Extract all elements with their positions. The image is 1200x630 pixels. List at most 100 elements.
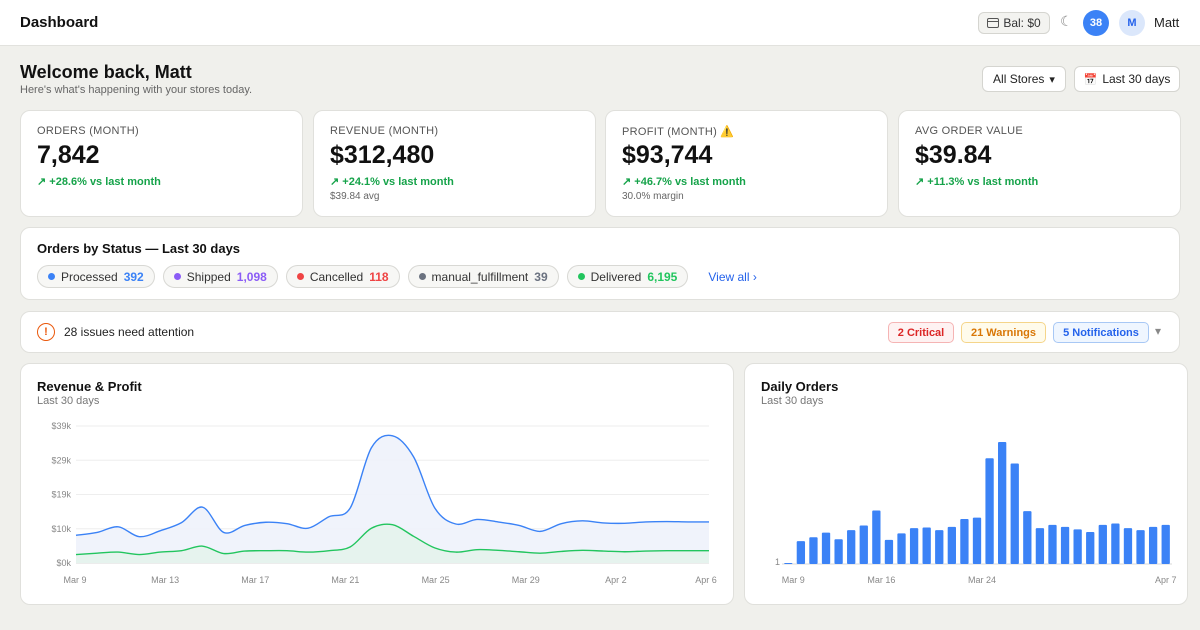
kpi-subtext: $39.84 avg xyxy=(330,191,380,202)
calendar-icon: 📅 xyxy=(1083,73,1098,86)
kpi-label: AVG ORDER VALUE xyxy=(915,125,1024,137)
bar xyxy=(1010,463,1019,564)
notifications-badge[interactable]: 5 Notifications xyxy=(1053,322,1149,343)
bar xyxy=(985,458,994,564)
bar xyxy=(1073,529,1082,564)
x-tick-label: Mar 9 xyxy=(782,575,805,585)
chip-label: Shipped xyxy=(186,269,231,284)
bar xyxy=(847,530,856,564)
bar xyxy=(1098,524,1107,564)
chevron-down-icon: ▾ xyxy=(1049,73,1055,86)
status-chip-shipped[interactable]: Shipped 1,098 xyxy=(162,265,278,288)
panel-title: Orders by Status — Last 30 days xyxy=(37,241,241,256)
status-chip-delivered[interactable]: Delivered 6,195 xyxy=(566,265,689,288)
bar xyxy=(1060,526,1070,564)
chip-count: 118 xyxy=(369,269,389,284)
warnings-badge[interactable]: 21 Warnings xyxy=(961,322,1046,343)
chip-count: 6,195 xyxy=(647,269,678,284)
bar xyxy=(796,541,806,564)
status-dot-icon xyxy=(418,273,426,280)
chevron-down-icon[interactable]: ▾ xyxy=(1155,324,1162,338)
status-dot-icon xyxy=(173,273,181,280)
store-select[interactable]: All Stores ▾ xyxy=(982,66,1066,92)
critical-badge[interactable]: 2 Critical xyxy=(888,322,954,343)
series-line xyxy=(75,434,710,538)
chart-title: Revenue & Profit xyxy=(37,379,142,394)
bar xyxy=(1035,528,1045,564)
chart-subtitle: Last 30 days xyxy=(37,395,100,407)
bar xyxy=(834,539,843,564)
bar xyxy=(809,537,818,564)
kpi-change: ↗ +28.6% vs last month xyxy=(37,176,161,188)
page-title: Welcome back, Matt xyxy=(20,62,192,82)
kpi-label-text: PROFIT (MONTH) xyxy=(622,126,718,138)
bar xyxy=(897,533,906,564)
kpi-subtext: 30.0% margin xyxy=(622,191,684,202)
x-tick-label: Mar 25 xyxy=(422,575,450,585)
notification-badge[interactable]: 38 xyxy=(1083,10,1109,36)
x-tick-label: Apr 6 xyxy=(695,575,717,585)
chart-subtitle: Last 30 days xyxy=(761,395,824,407)
page-subtitle: Here's what's happening with your stores… xyxy=(20,84,253,96)
bar xyxy=(922,527,931,564)
kpi-change: ↗ +24.1% vs last month xyxy=(330,176,454,188)
kpi-value: $312,480 xyxy=(330,141,435,169)
chart-title: Daily Orders xyxy=(761,379,839,394)
chip-count: 1,098 xyxy=(236,269,267,284)
status-chip-processed[interactable]: Processed 392 xyxy=(37,265,155,288)
daily-orders-chart-card: Daily Orders Last 30 days 1 Mar 9 Mar 16 Ma… xyxy=(744,363,1188,605)
kpi-change: ↗ +11.3% vs last month xyxy=(915,176,1039,188)
bar xyxy=(784,563,793,564)
bar xyxy=(821,532,831,564)
username[interactable]: Matt xyxy=(1154,15,1180,30)
x-tick-label: Mar 16 xyxy=(867,575,895,585)
revenue-profit-chart-card: Revenue & Profit Last 30 days $0k $10k $19… xyxy=(20,363,734,605)
wallet-icon xyxy=(987,18,1000,28)
kpi-card-orders: ORDERS (MONTH) 7,842 ↗ +28.6% vs last mo… xyxy=(20,110,303,217)
warning-icon: ⚠️ xyxy=(720,126,735,138)
kpi-card-aov: AVG ORDER VALUE $39.84 ↗ +11.3% vs last … xyxy=(898,110,1181,217)
kpi-label: REVENUE (MONTH) xyxy=(330,125,439,137)
y-tick-label: $0k xyxy=(56,558,71,568)
kpi-card-revenue: REVENUE (MONTH) $312,480 ↗ +24.1% vs las… xyxy=(313,110,596,217)
status-chip-cancelled[interactable]: Cancelled 118 xyxy=(285,265,400,288)
date-range-button[interactable]: 📅 Last 30 days xyxy=(1074,66,1180,92)
bar xyxy=(1086,532,1095,564)
bar xyxy=(1161,524,1170,564)
bar xyxy=(947,526,956,564)
avatar[interactable]: M xyxy=(1119,10,1145,36)
issues-banner[interactable]: ! 28 issues need attention 2 Critical 21… xyxy=(20,311,1180,353)
status-chip-manual-fulfillment[interactable]: manual_fulfillment 39 xyxy=(407,265,559,288)
kpi-change: ↗ +46.7% vs last month xyxy=(622,176,746,188)
bar xyxy=(1136,530,1145,564)
x-tick-label: Mar 9 xyxy=(63,575,86,585)
bar xyxy=(872,510,881,564)
y-tick-label: $10k xyxy=(51,524,71,534)
bar xyxy=(1023,511,1032,564)
balance-button[interactable]: Bal: $0 xyxy=(978,12,1050,34)
kpi-value: $39.84 xyxy=(915,141,992,169)
bar xyxy=(859,525,868,564)
balance-label: Bal: $0 xyxy=(1003,16,1041,30)
series-line xyxy=(75,523,709,556)
bar xyxy=(1111,523,1120,564)
x-tick-label: Mar 17 xyxy=(241,575,269,585)
date-range-label: Last 30 days xyxy=(1102,72,1171,86)
kpi-label: ORDERS (MONTH) xyxy=(37,125,139,137)
bar xyxy=(972,517,982,564)
view-all-link[interactable]: View all › xyxy=(708,269,757,284)
orders-by-status-panel: Orders by Status — Last 30 days Processe… xyxy=(20,227,1180,300)
x-tick-label: Apr 7 xyxy=(1155,575,1177,585)
x-tick-label: Mar 21 xyxy=(331,575,359,585)
theme-toggle-icon[interactable]: ☾ xyxy=(1060,13,1073,29)
status-dot-icon xyxy=(577,273,585,280)
kpi-value: $93,744 xyxy=(622,141,713,169)
status-chips: Processed 392 Shipped 1,098 Cancelled 11… xyxy=(37,265,757,288)
kpi-value: 7,842 xyxy=(37,141,100,169)
alert-icon: ! xyxy=(37,323,55,341)
x-tick-label: Mar 24 xyxy=(968,575,996,585)
bar xyxy=(1048,524,1057,564)
status-dot-icon xyxy=(296,273,304,280)
status-dot-icon xyxy=(48,273,55,280)
